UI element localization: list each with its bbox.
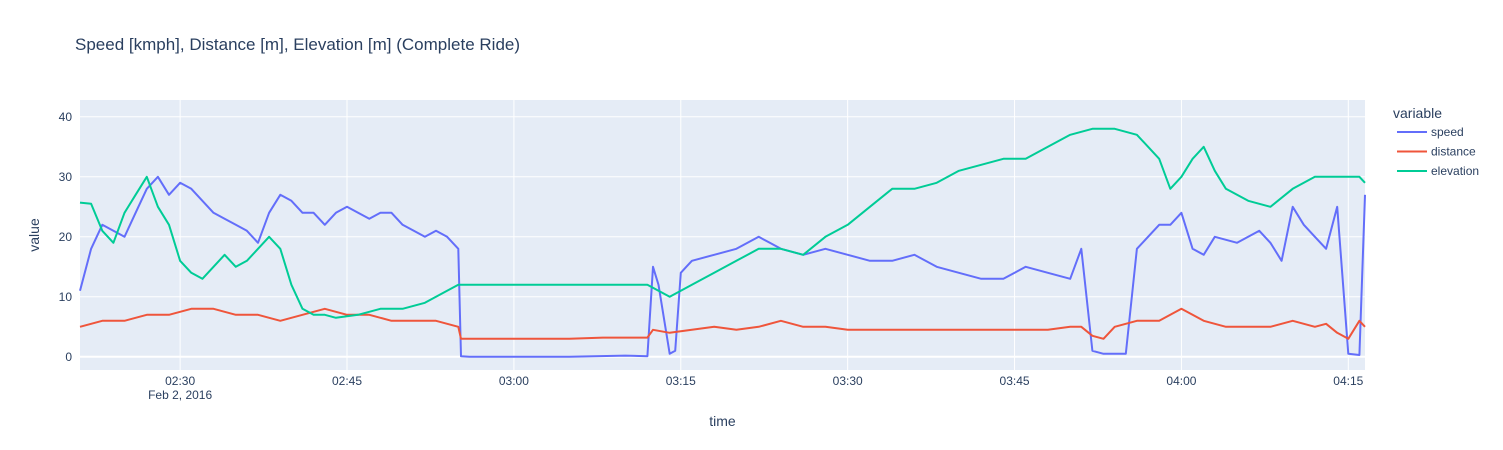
series-line-speed	[79, 175, 1366, 358]
y-tick-label: 30	[59, 170, 73, 184]
y-axis-title: value	[26, 218, 42, 252]
x-tick-label: 04:15	[1333, 374, 1363, 388]
x-tick-label: 02:45	[332, 374, 362, 388]
chart-title: Speed [kmph], Distance [m], Elevation [m…	[75, 35, 520, 54]
y-tick-label: 0	[65, 350, 72, 364]
legend-item-speed[interactable]: speed	[1431, 125, 1464, 139]
series-line-elevation	[79, 127, 1366, 319]
y-tick-label: 10	[59, 290, 73, 304]
legend-title: variable	[1393, 105, 1442, 121]
y-tick-labels: 0 10 20 30 40	[59, 110, 73, 364]
series-lines	[79, 127, 1366, 358]
y-tick-label: 20	[59, 230, 73, 244]
x-tick-label: 02:30	[165, 374, 195, 388]
plot-background	[80, 100, 1365, 370]
x-tick-date-label: Feb 2, 2016	[148, 388, 212, 402]
x-axis-title: time	[709, 413, 736, 429]
legend-item-distance[interactable]: distance	[1431, 145, 1476, 159]
x-tick-label: 04:00	[1166, 374, 1196, 388]
x-tick-label: 03:00	[499, 374, 529, 388]
grid-lines	[80, 100, 1365, 370]
legend: variable speed distance elevation	[1393, 105, 1479, 178]
legend-item-elevation[interactable]: elevation	[1431, 164, 1479, 178]
y-tick-label: 40	[59, 110, 73, 124]
x-tick-label: 03:45	[1000, 374, 1030, 388]
series-line-distance	[79, 307, 1366, 340]
x-tick-label: 03:30	[833, 374, 863, 388]
x-tick-label: 03:15	[666, 374, 696, 388]
